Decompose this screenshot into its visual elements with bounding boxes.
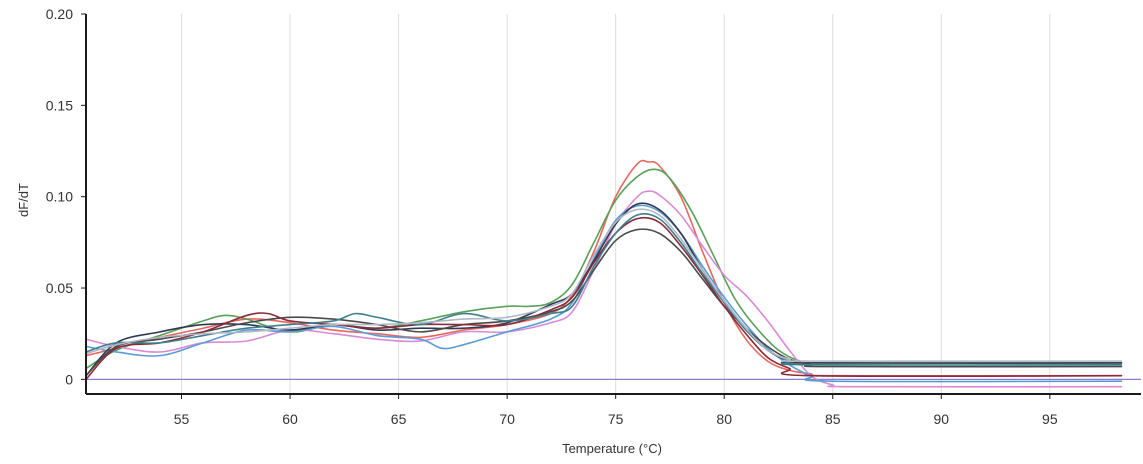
series-line-7 <box>85 216 1123 381</box>
series-layer <box>85 159 1123 388</box>
series-line-3 <box>85 190 1123 388</box>
x-tick-label: 80 <box>716 411 732 427</box>
series-line-4 <box>85 204 1123 383</box>
series-line-5 <box>85 202 1123 377</box>
x-tick-label: 70 <box>499 411 515 427</box>
ticks-layer: 55 60 65 70 75 80 85 90 95 0 0.05 0.10 0.15 0.20 <box>46 6 1058 427</box>
x-tick-label: 90 <box>933 411 949 427</box>
y-tick-label: 0.10 <box>46 189 73 205</box>
x-tick-label: 55 <box>174 411 190 427</box>
x-tick-label: 75 <box>608 411 624 427</box>
series-line-2 <box>85 168 1123 370</box>
y-axis-label: dF/dT <box>16 183 31 217</box>
y-tick-label: 0.20 <box>46 6 73 22</box>
y-tick-label: 0 <box>65 371 73 387</box>
y-tick-label: 0.05 <box>46 280 73 296</box>
series-line-9 <box>85 208 1123 363</box>
grid-layer <box>181 14 1051 394</box>
x-tick-label: 65 <box>391 411 407 427</box>
y-tick-label: 0.15 <box>46 97 73 113</box>
x-tick-label: 95 <box>1042 411 1058 427</box>
x-tick-label: 85 <box>825 411 841 427</box>
x-axis-label: Temperature (°C) <box>562 441 662 456</box>
series-line-1 <box>85 159 1123 377</box>
axes-layer <box>85 14 1141 395</box>
x-tick-label: 60 <box>282 411 298 427</box>
